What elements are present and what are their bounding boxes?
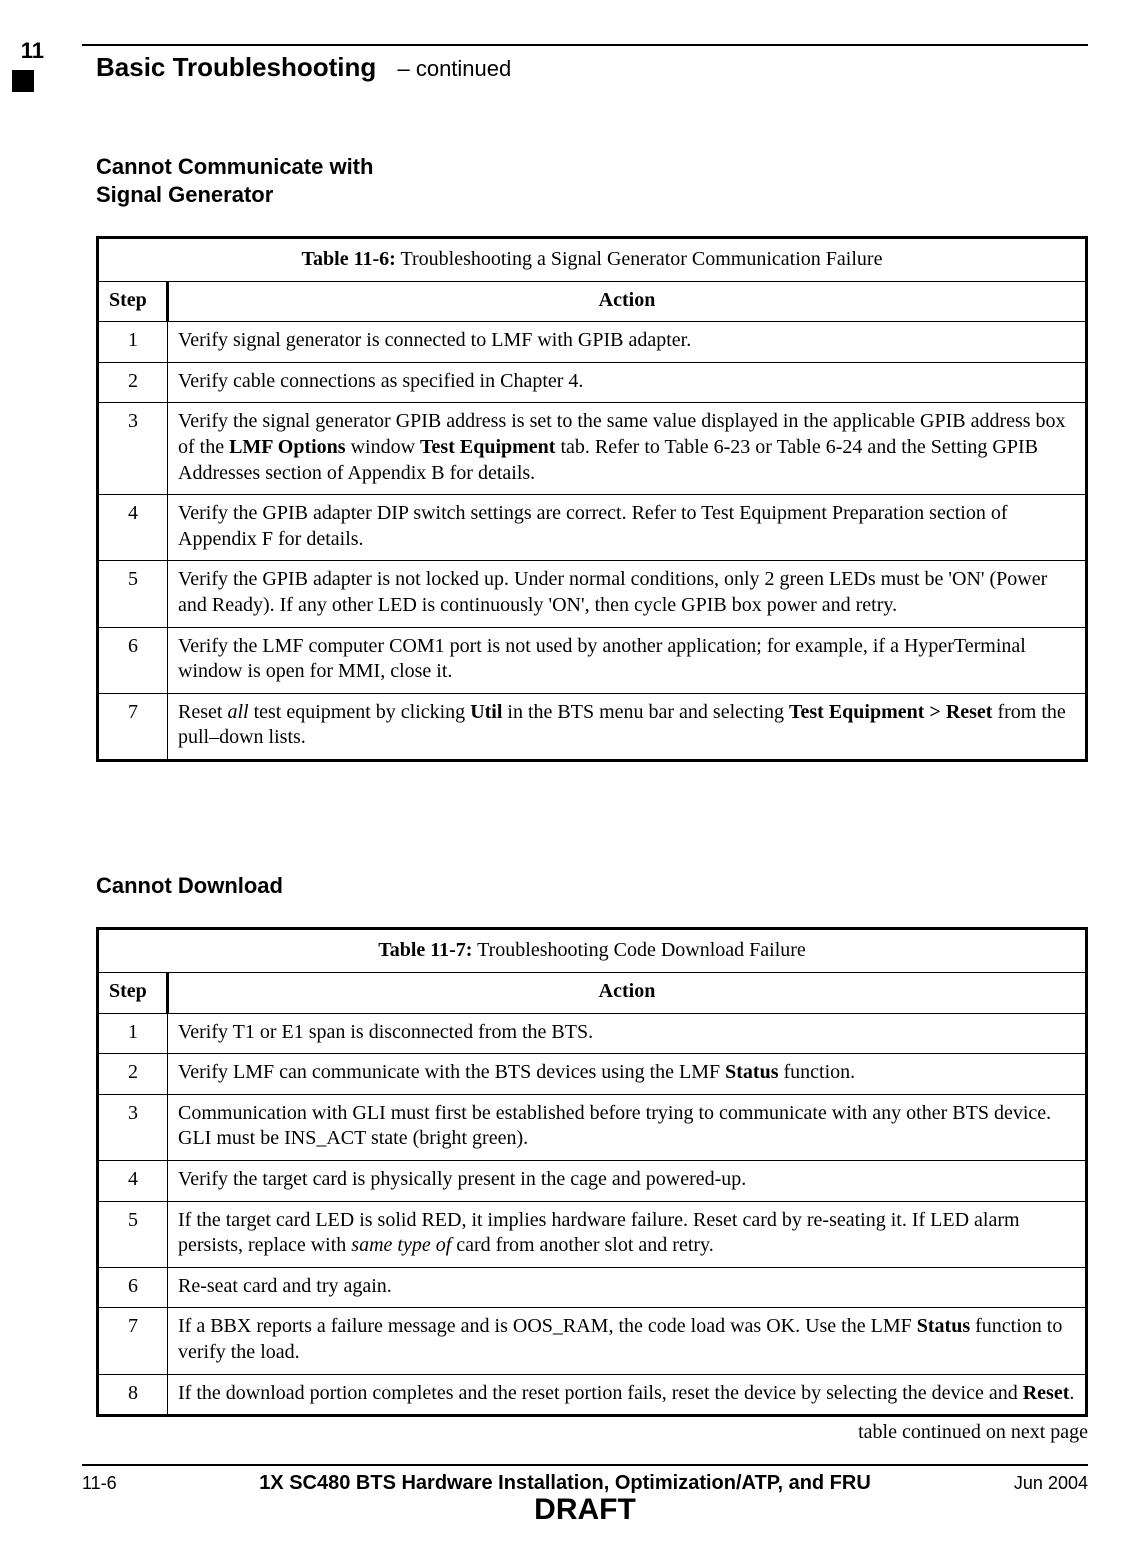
action-cell: If the target card LED is solid RED, it … bbox=[168, 1201, 1087, 1267]
running-head-continued: – continued bbox=[397, 56, 511, 81]
caption-bold: Table 11-6: bbox=[302, 248, 396, 270]
bold-text: Status bbox=[725, 1061, 778, 1083]
text: test equipment by clicking bbox=[249, 701, 471, 723]
action-cell: Verify the signal generator GPIB address… bbox=[168, 403, 1087, 495]
action-cell: Verify the GPIB adapter is not locked up… bbox=[168, 561, 1087, 627]
action-cell: Verify the LMF computer COM1 port is not… bbox=[168, 627, 1087, 693]
col-action: Action bbox=[168, 973, 1087, 1014]
step-cell: 5 bbox=[98, 1201, 168, 1267]
running-head: Basic Troubleshooting – continued bbox=[96, 52, 1088, 83]
bold-text: Util bbox=[470, 701, 502, 723]
page-number: 11-6 bbox=[82, 1473, 152, 1494]
tab-black-box bbox=[12, 70, 34, 92]
caption-rest: Troubleshooting Code Download Failure bbox=[472, 939, 805, 961]
table-row: 7 Reset all test equipment by clicking U… bbox=[98, 693, 1087, 760]
step-cell: 5 bbox=[98, 561, 168, 627]
table-continued-note: table continued on next page bbox=[96, 1421, 1088, 1444]
table-row: 3 Verify the signal generator GPIB addre… bbox=[98, 403, 1087, 495]
step-cell: 2 bbox=[98, 1054, 168, 1095]
page-footer: 11-6 1X SC480 BTS Hardware Installation,… bbox=[32, 1464, 1088, 1527]
bold-text: Status bbox=[917, 1315, 970, 1337]
header-rule bbox=[82, 44, 1088, 46]
caption-rest: Troubleshooting a Signal Generator Commu… bbox=[396, 248, 883, 270]
footer-rule bbox=[82, 1464, 1088, 1466]
running-head-title: Basic Troubleshooting bbox=[96, 52, 376, 82]
action-cell: If a BBX reports a failure message and i… bbox=[168, 1308, 1087, 1374]
step-cell: 2 bbox=[98, 362, 168, 403]
text: window bbox=[346, 436, 420, 458]
table-row: 6 Verify the LMF computer COM1 port is n… bbox=[98, 627, 1087, 693]
col-step: Step bbox=[98, 281, 168, 322]
text: Reset bbox=[178, 701, 227, 723]
step-cell: 3 bbox=[98, 403, 168, 495]
step-cell: 4 bbox=[98, 495, 168, 561]
table-row: 1 Verify signal generator is connected t… bbox=[98, 322, 1087, 363]
step-cell: 8 bbox=[98, 1374, 168, 1416]
section-heading-cannot-download: Cannot Download bbox=[96, 872, 1088, 900]
text: card from another slot and retry. bbox=[451, 1234, 714, 1256]
table-row: 1 Verify T1 or E1 span is disconnected f… bbox=[98, 1013, 1087, 1054]
chapter-tab: 11 bbox=[0, 38, 44, 64]
table-row: 2 Verify LMF can communicate with the BT… bbox=[98, 1054, 1087, 1095]
step-cell: 1 bbox=[98, 322, 168, 363]
table-row: 4 Verify the GPIB adapter DIP switch set… bbox=[98, 495, 1087, 561]
step-cell: 1 bbox=[98, 1013, 168, 1054]
action-cell: If the download portion completes and th… bbox=[168, 1374, 1087, 1416]
action-cell: Verify LMF can communicate with the BTS … bbox=[168, 1054, 1087, 1095]
text: . bbox=[1069, 1382, 1074, 1404]
table-row: 2 Verify cable connections as specified … bbox=[98, 362, 1087, 403]
italic-text: same type of bbox=[351, 1234, 451, 1256]
draft-watermark: DRAFT bbox=[82, 1493, 1088, 1527]
table-row: 5 If the target card LED is solid RED, i… bbox=[98, 1201, 1087, 1267]
table-row: 7 If a BBX reports a failure message and… bbox=[98, 1308, 1087, 1374]
bold-text: Test Equipment > Reset bbox=[789, 701, 992, 723]
section-heading-cannot-communicate: Cannot Communicate with Signal Generator bbox=[96, 153, 1088, 208]
text: If the download portion completes and th… bbox=[178, 1382, 1023, 1404]
footer-date: Jun 2004 bbox=[978, 1473, 1088, 1494]
col-action: Action bbox=[168, 281, 1087, 322]
step-cell: 7 bbox=[98, 1308, 168, 1374]
action-cell: Verify cable connections as specified in… bbox=[168, 362, 1087, 403]
step-cell: 4 bbox=[98, 1160, 168, 1201]
action-cell: Communication with GLI must first be est… bbox=[168, 1094, 1087, 1160]
action-cell: Verify T1 or E1 span is disconnected fro… bbox=[168, 1013, 1087, 1054]
step-cell: 6 bbox=[98, 627, 168, 693]
table-row: 6 Re-seat card and try again. bbox=[98, 1267, 1087, 1308]
action-cell: Verify the target card is physically pre… bbox=[168, 1160, 1087, 1201]
table-caption: Table 11-7: Troubleshooting Code Downloa… bbox=[98, 929, 1087, 973]
action-cell: Reset all test equipment by clicking Uti… bbox=[168, 693, 1087, 760]
caption-bold: Table 11-7: bbox=[378, 939, 472, 961]
action-cell: Verify signal generator is connected to … bbox=[168, 322, 1087, 363]
text: If a BBX reports a failure message and i… bbox=[178, 1315, 917, 1337]
table-11-7: Table 11-7: Troubleshooting Code Downloa… bbox=[96, 927, 1088, 1417]
heading-line-1: Cannot Communicate with bbox=[96, 154, 373, 179]
bold-text: LMF Options bbox=[229, 436, 346, 458]
step-cell: 6 bbox=[98, 1267, 168, 1308]
step-cell: 3 bbox=[98, 1094, 168, 1160]
text: in the BTS menu bar and selecting bbox=[502, 701, 789, 723]
action-cell: Re-seat card and try again. bbox=[168, 1267, 1087, 1308]
table-row: 5 Verify the GPIB adapter is not locked … bbox=[98, 561, 1087, 627]
table-row: 3 Communication with GLI must first be e… bbox=[98, 1094, 1087, 1160]
bold-text: Reset bbox=[1023, 1382, 1070, 1404]
table-row: 4 Verify the target card is physically p… bbox=[98, 1160, 1087, 1201]
table-caption: Table 11-6: Troubleshooting a Signal Gen… bbox=[98, 238, 1087, 282]
col-step: Step bbox=[98, 973, 168, 1014]
table-row: 8 If the download portion completes and … bbox=[98, 1374, 1087, 1416]
bold-text: Test Equipment bbox=[420, 436, 555, 458]
doc-title: 1X SC480 BTS Hardware Installation, Opti… bbox=[152, 1472, 978, 1495]
text: Verify LMF can communicate with the BTS … bbox=[178, 1061, 725, 1083]
table-11-6: Table 11-6: Troubleshooting a Signal Gen… bbox=[96, 236, 1088, 762]
step-cell: 7 bbox=[98, 693, 168, 760]
text: function. bbox=[779, 1061, 856, 1083]
heading-line-2: Signal Generator bbox=[96, 182, 273, 207]
italic-text: all bbox=[227, 701, 248, 723]
action-cell: Verify the GPIB adapter DIP switch setti… bbox=[168, 495, 1087, 561]
